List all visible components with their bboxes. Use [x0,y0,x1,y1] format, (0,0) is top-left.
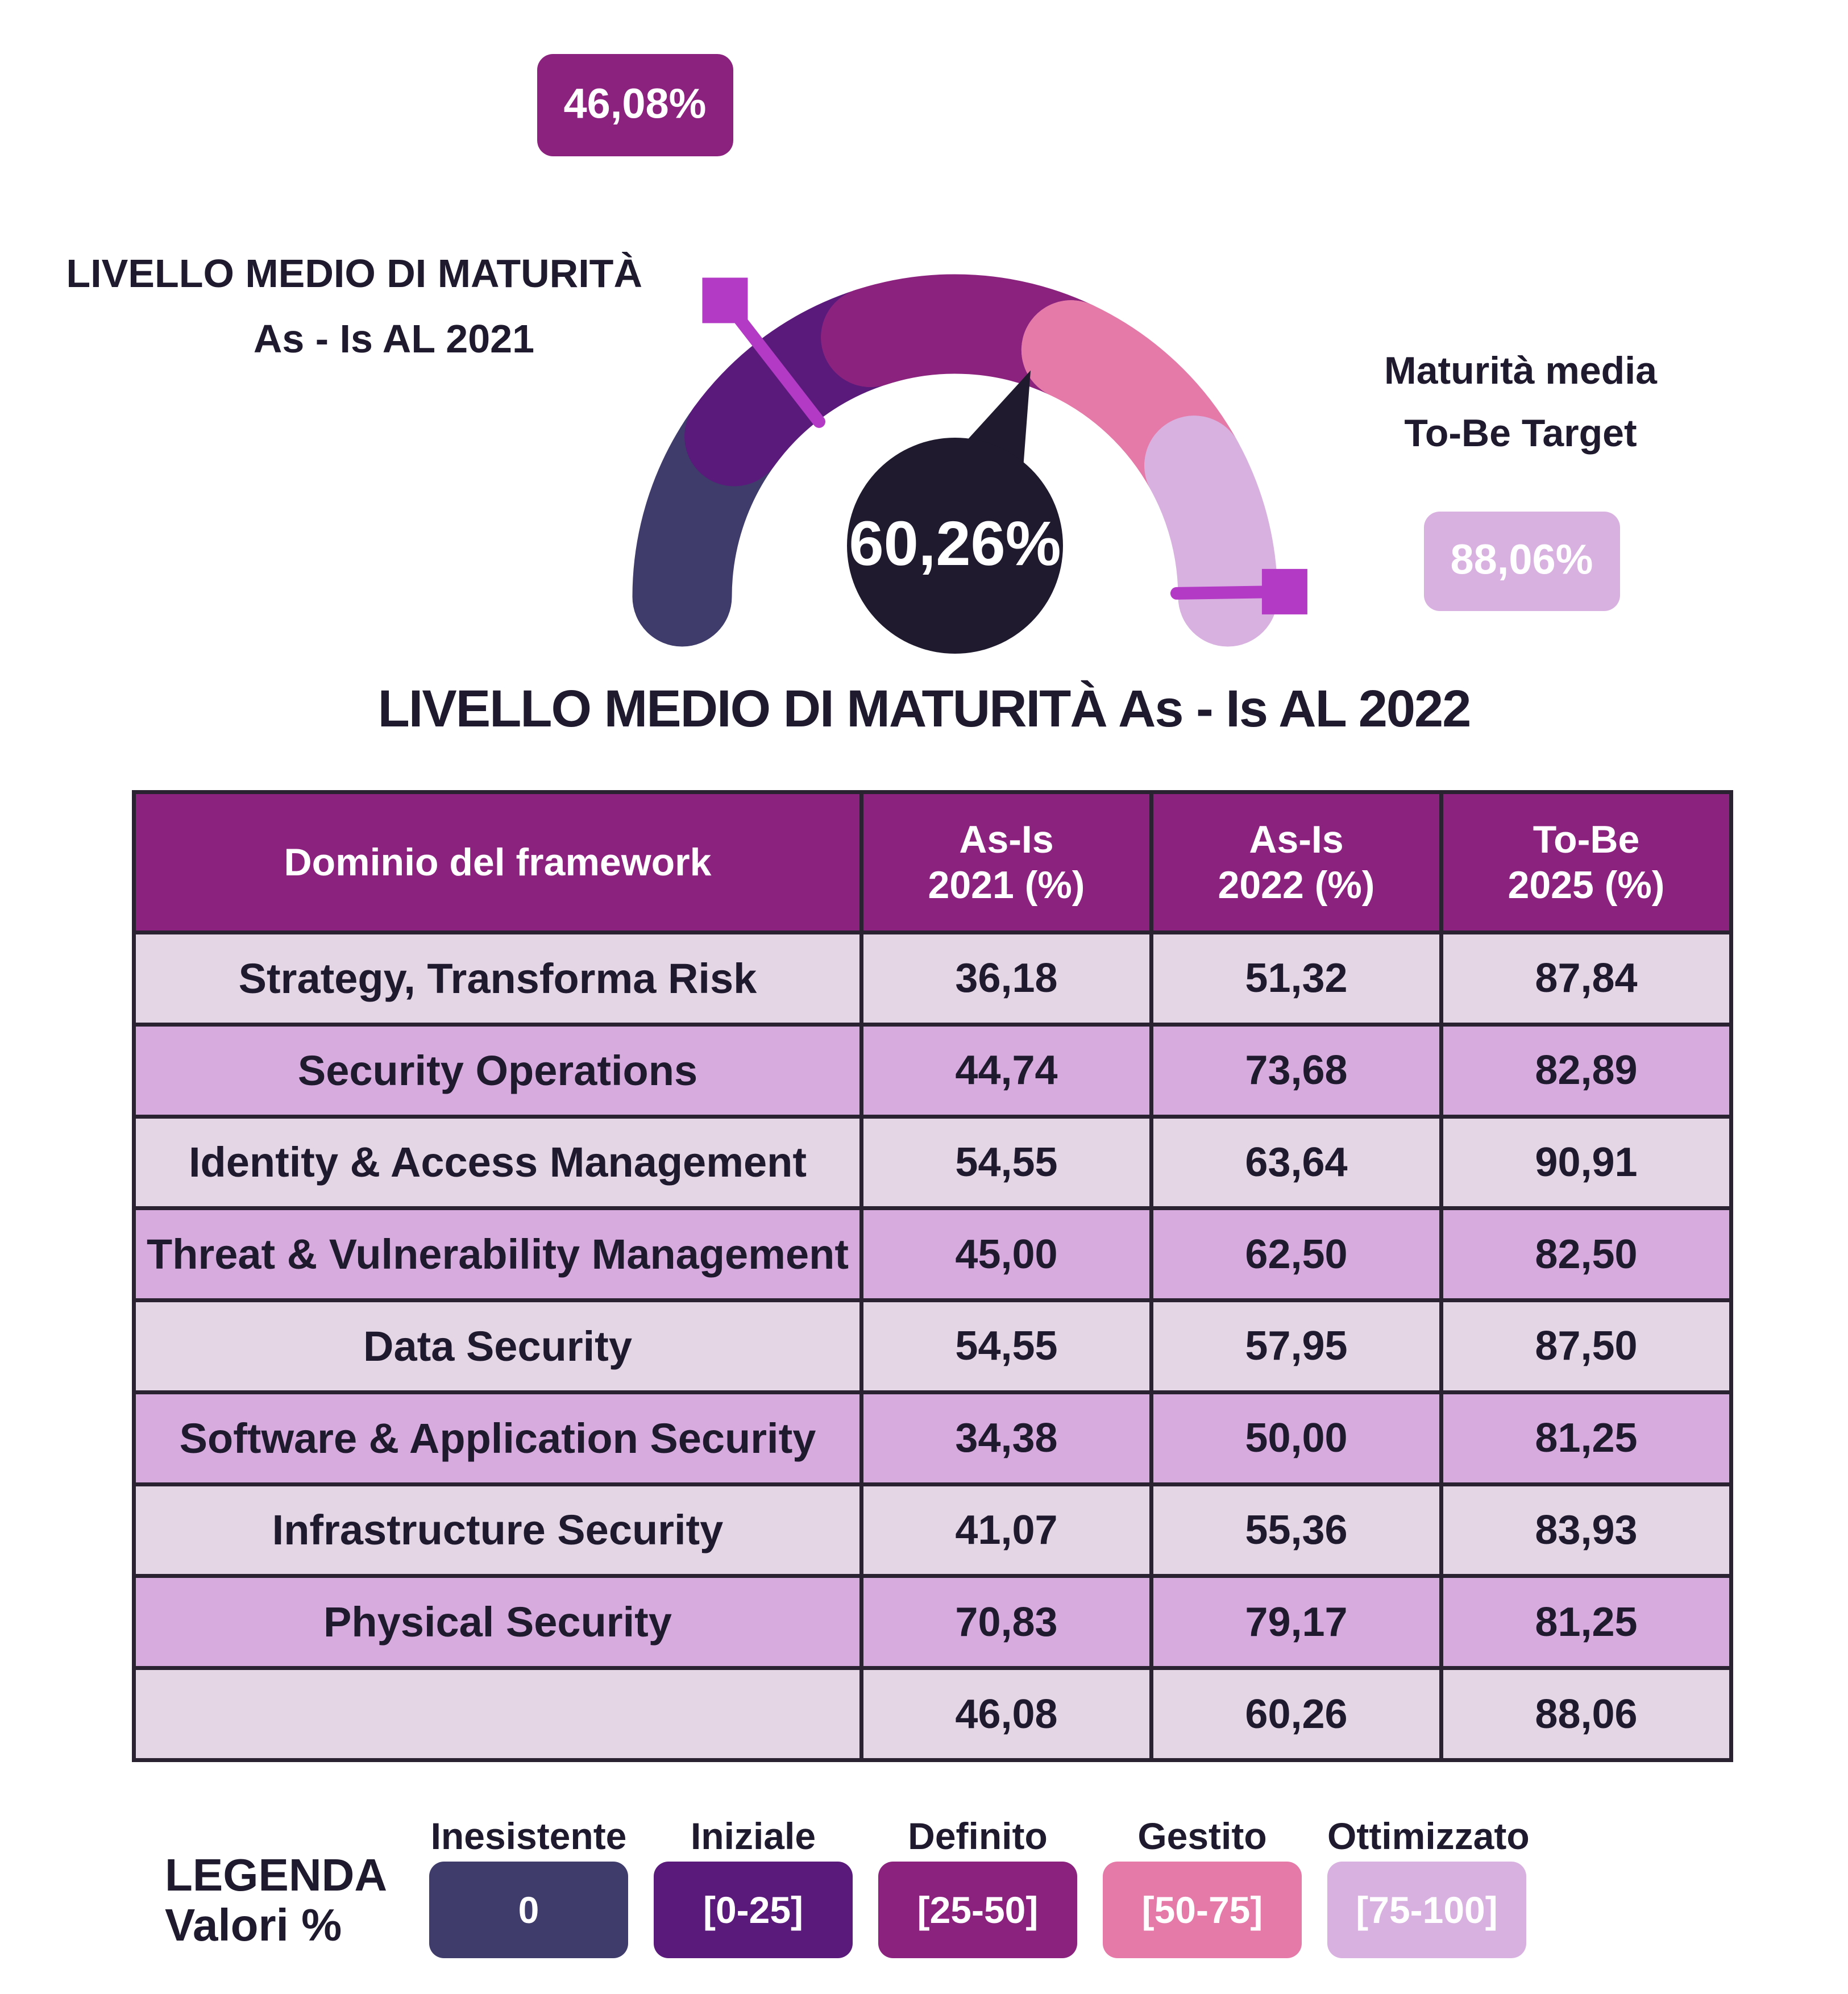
value-cell: 73,68 [1149,1022,1443,1119]
table-row: Software & Application Security 34,38 50,0… [132,1390,1733,1486]
legend-title: LEGENDA Valori % [165,1850,387,1950]
table-row: Physical Security 70,83 79,17 81,25 [132,1574,1733,1671]
gauge-segment-iniziale-cap [684,373,795,487]
table-row: Threat & Vulnerability Management 45,00 62… [132,1206,1733,1303]
to-be-caption-line1: Maturità media [1384,349,1658,392]
value-cell: 54,55 [859,1298,1153,1394]
table-row: Security Operations 44,74 73,68 82,89 [132,1022,1733,1119]
value-cell: 51,32 [1149,930,1443,1027]
domain-cell: Infrastructure Security [132,1482,863,1578]
gauge-hub [847,438,1063,654]
domain-cell: Strategy, Transforma Risk [132,930,863,1027]
table-row: 46,08 60,26 88,06 [132,1666,1733,1762]
table-header-row: Dominio del framework As-Is 2021 (%) As-I… [132,790,1733,934]
value-cell: 81,25 [1439,1574,1733,1671]
marker-to-be-square [1261,568,1307,614]
value-cell: 70,83 [859,1574,1153,1671]
value-cell: 36,18 [859,930,1153,1027]
gauge-segment-ottimizzato-cap [1144,416,1252,531]
table-row: Strategy, Transforma Risk 36,18 51,32 87,84 [132,930,1733,1027]
legend-item: Inesistente 0 [429,1810,628,1958]
value-cell: 88,06 [1439,1666,1733,1762]
table-row: Infrastructure Security 41,07 55,36 83,93 [132,1482,1733,1578]
value-cell: 50,00 [1149,1390,1443,1486]
value-cell: 82,50 [1439,1206,1733,1303]
to-be-value: 88,06% [1451,536,1593,583]
legend-swatch: [75-100] [1327,1862,1526,1958]
legend-item-name: Definito [908,1815,1048,1857]
value-cell: 34,38 [859,1390,1153,1486]
legend-swatch: [50-75] [1103,1862,1302,1958]
value-cell: 63,64 [1149,1114,1443,1211]
value-cell: 90,91 [1439,1114,1733,1211]
legend-item: Iniziale [0-25] [654,1810,853,1958]
header-domain: Dominio del framework [132,790,863,934]
legend-item-name: Gestito [1137,1815,1267,1857]
header-as-is-2021: As-Is 2021 (%) [859,790,1153,934]
value-cell: 60,26 [1149,1666,1443,1762]
marker-2021-square [702,277,748,323]
value-cell: 55,36 [1149,1482,1443,1578]
legend-swatch: [25-50] [878,1862,1077,1958]
value-cell: 82,89 [1439,1022,1733,1119]
header-to-be-2025: To-Be 2025 (%) [1439,790,1733,934]
legend-title-line1: LEGENDA [165,1850,388,1900]
maturity-gauge: 60,26% 46,08% 88,06% LIVELLO MEDIO DI MA… [66,54,1658,654]
value-cell: 45,00 [859,1206,1153,1303]
value-cell: 87,50 [1439,1298,1733,1394]
domain-cell: Physical Security [132,1574,863,1671]
legend-item-name: Inesistente [430,1815,627,1857]
table-row: Identity & Access Management 54,55 63,64 90… [132,1114,1733,1211]
domain-cell [132,1666,863,1762]
value-cell: 62,50 [1149,1206,1443,1303]
as-is-2021-value-box [537,54,733,156]
value-cell: 41,07 [859,1482,1153,1578]
table-row: Data Security 54,55 57,95 87,50 [132,1298,1733,1394]
value-cell: 79,17 [1149,1574,1443,1671]
gauge-arcs [632,274,1278,647]
to-be-value-box [1424,512,1620,611]
domain-cell: Identity & Access Management [132,1114,863,1211]
as-is-2021-caption-line1: LIVELLO MEDIO DI MATURITÀ [66,251,642,296]
gauge-title: LIVELLO MEDIO DI MATURITÀ As - Is AL 202… [377,680,1472,738]
domain-cell: Data Security [132,1298,863,1394]
value-cell: 87,84 [1439,930,1733,1027]
value-cell: 46,08 [859,1666,1153,1762]
as-is-2021-value: 46,08% [564,80,707,127]
header-as-is-2022: As-Is 2022 (%) [1149,790,1443,934]
value-cell: 57,95 [1149,1298,1443,1394]
as-is-2021-caption-line2: As - Is AL 2021 [254,317,534,361]
to-be-caption-line2: To-Be Target [1404,412,1637,455]
domain-cell: Threat & Vulnerability Management [132,1206,863,1303]
legend-item: Gestito [50-75] [1103,1810,1302,1958]
value-cell: 81,25 [1439,1390,1733,1486]
value-cell: 44,74 [859,1022,1153,1119]
legend-title-line2: Valori % [165,1900,342,1950]
legend-item: Definito [25-50] [878,1810,1077,1958]
gauge-segment-definito-cap [821,283,937,387]
value-cell: 54,55 [859,1114,1153,1211]
domain-cell: Software & Application Security [132,1390,863,1486]
legend-item: Ottimizzato [75-100] [1327,1810,1530,1958]
maturity-table: Dominio del framework As-Is 2021 (%) As-I… [132,790,1733,1762]
legend-swatch: 0 [429,1862,628,1958]
legend-swatch: [0-25] [654,1862,853,1958]
gauge-segment-gestito-cap [1021,300,1136,408]
domain-cell: Security Operations [132,1022,863,1119]
legend-item-name: Ottimizzato [1327,1815,1530,1857]
value-cell: 83,93 [1439,1482,1733,1578]
legend-item-name: Iniziale [690,1815,816,1857]
gauge-value: 60,26% [849,509,1061,579]
